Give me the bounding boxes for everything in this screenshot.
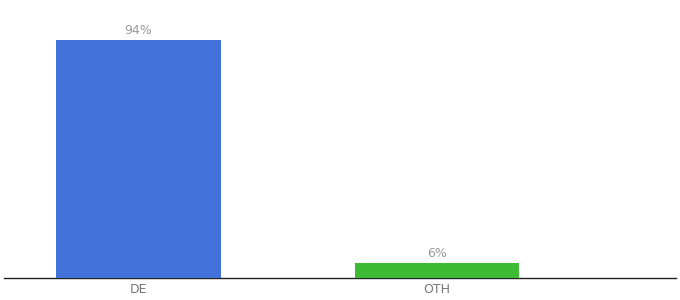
Text: 6%: 6% <box>427 247 447 260</box>
Text: 94%: 94% <box>124 24 152 37</box>
Bar <box>56 40 220 278</box>
Bar <box>355 263 519 278</box>
